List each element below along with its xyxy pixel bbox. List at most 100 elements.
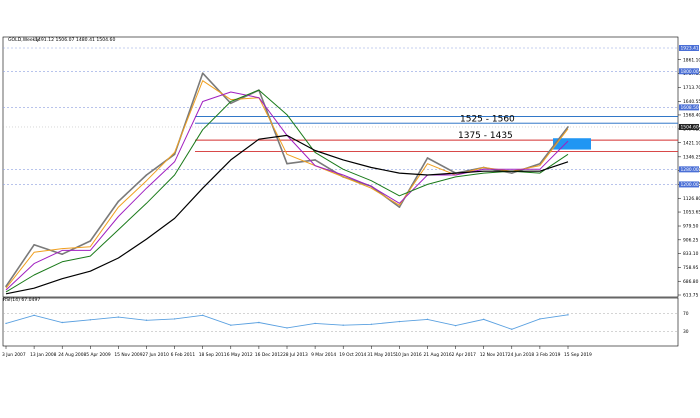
date-tick-label: 19 Oct 2014 — [339, 352, 366, 358]
price-badge-label: 1200.00 — [681, 182, 699, 188]
date-tick-label: 18 Sep 2011 — [199, 352, 227, 358]
price-point — [314, 159, 316, 161]
rsi-point — [89, 319, 92, 321]
price-point — [230, 102, 232, 105]
zone-label: 1525 - 1560 — [460, 115, 515, 125]
rsi-point — [5, 322, 7, 325]
price-badge — [679, 45, 699, 51]
date-tick-label: 15 Sep 2019 — [564, 352, 592, 358]
date-tick-label: 12 Nov 2017 — [480, 352, 508, 358]
price-point — [201, 72, 204, 74]
price-point — [5, 285, 7, 288]
price-tick-label: 1053.65 — [683, 210, 700, 216]
rsi-point — [202, 314, 204, 316]
date-tick-label: 13 Jan 2008 — [30, 352, 57, 358]
price-tick-label: 1713.70 — [683, 85, 700, 91]
price-point — [173, 153, 176, 156]
price-point — [33, 243, 35, 246]
price-tick-label: 1346.25 — [683, 154, 700, 160]
price-point — [511, 172, 513, 174]
zone-label: 1375 - 1435 — [458, 131, 513, 141]
rsi-pane-frame — [2, 297, 679, 347]
price-tick-label: 1861.10 — [683, 57, 700, 63]
price-tick-label: 979.50 — [683, 224, 699, 230]
price-point — [567, 126, 569, 128]
date-tick-label: 21 Aug 2016 — [424, 352, 452, 358]
ohlc-values: 1491.12 1506.07 1480.41 1504.60 — [35, 37, 115, 43]
price-point — [286, 162, 288, 165]
date-tick-label: 2 Apr 2017 — [452, 352, 477, 358]
rsi-tick-label: 30 — [683, 329, 689, 335]
rsi-point — [230, 324, 232, 326]
zones-layer: 1525 - 1560 1375 - 1435 — [195, 115, 678, 152]
price-point — [426, 157, 429, 159]
price-badge-label: 1800.00 — [681, 69, 699, 75]
price-badge — [679, 104, 699, 111]
rsi-point — [454, 324, 457, 327]
price-tick-label: 1126.80 — [683, 196, 700, 202]
price-badge-label: 1280.00 — [681, 167, 699, 173]
price-badge-label: 1504.60 — [681, 125, 699, 131]
date-tick-label: 28 Jul 2013 — [283, 352, 308, 358]
price-tick-label: 833.10 — [683, 251, 699, 257]
price-tick-label: 613.75 — [683, 293, 699, 299]
date-tick-label: 6 May 2012 — [227, 352, 253, 358]
price-badge — [679, 181, 699, 188]
price-tick-label: 1421.10 — [683, 140, 700, 146]
price-point — [398, 206, 401, 208]
date-tick-label: 24 Jun 2018 — [508, 352, 535, 358]
price-point — [117, 200, 120, 203]
ma-slow-series — [5, 89, 569, 293]
rsi-point — [398, 320, 401, 323]
grid-layer — [2, 36, 679, 347]
price-tick-label: 686.80 — [683, 279, 699, 285]
date-tick-label: 9 Mar 2014 — [311, 352, 336, 358]
rsi-tick-label: 70 — [683, 311, 689, 317]
price-badge-label: 1608.50 — [681, 105, 699, 111]
rsi-point — [567, 314, 569, 316]
rsi-point — [342, 324, 344, 326]
rsi-indicator-label: RSI(14) 67.0497 — [3, 297, 40, 303]
price-badge-label: 1923.41 — [681, 46, 699, 52]
date-tick-label: 15 Nov 2009 — [114, 352, 142, 358]
symbol-label: GOLD,Weekly — [8, 37, 40, 43]
rsi-point — [145, 319, 148, 321]
price-badge — [679, 68, 699, 75]
date-tick-label: 3 Jun 2007 — [2, 352, 26, 358]
rsi-point — [258, 321, 260, 324]
rsi-point — [483, 318, 485, 321]
rsi-point — [314, 322, 316, 325]
rsi-point — [286, 327, 288, 329]
price-badge — [679, 123, 699, 130]
date-tick-label: 16 Dec 2012 — [255, 352, 283, 358]
date-tick-label: 10 Jan 2016 — [395, 352, 422, 358]
highlight-zone — [553, 138, 591, 150]
series-layer — [5, 72, 569, 295]
rsi-point — [33, 314, 35, 316]
rsi-point — [426, 318, 429, 321]
ma-fast-series — [5, 80, 569, 289]
date-tick-label: 3 Feb 2019 — [536, 352, 561, 358]
ma-long-series — [5, 134, 569, 295]
rsi-layer — [3, 313, 678, 332]
date-tick-label: 27 Jun 2010 — [143, 352, 170, 358]
rsi-point — [117, 316, 120, 318]
price-point — [61, 253, 63, 256]
rsi-point — [173, 318, 176, 320]
rsi-point — [61, 321, 63, 324]
price-badge — [679, 166, 699, 173]
date-tick-label: 24 Aug 2008 — [58, 352, 86, 358]
date-tick-label: 31 May 2015 — [367, 352, 396, 358]
price-tick-label: 758.95 — [683, 265, 699, 271]
date-tick-label: 5 Apr 2009 — [86, 352, 111, 358]
price-point — [539, 162, 541, 165]
price-tick-label: 1640.55 — [683, 99, 700, 105]
price-tick-label: 1568.40 — [683, 113, 700, 119]
price-point — [145, 174, 148, 176]
rsi-point — [539, 318, 541, 320]
price-tick-label: 906.25 — [683, 237, 699, 243]
date-tick-label: 6 Feb 2011 — [171, 352, 196, 358]
axis-layer: 1861.101787.851713.701640.551568.401494.… — [2, 45, 700, 358]
rsi-point — [511, 328, 513, 330]
